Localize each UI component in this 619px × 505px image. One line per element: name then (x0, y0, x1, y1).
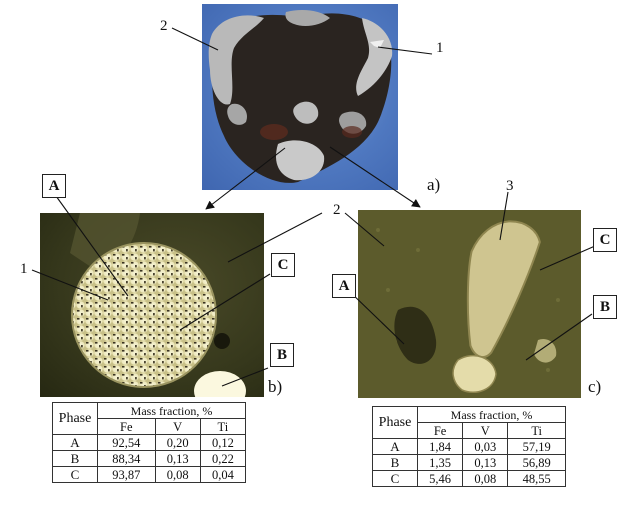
phase-label-A-b: A (42, 174, 66, 198)
table-c-col-v: V (462, 422, 509, 439)
callout-2-top: 2 (160, 18, 168, 34)
table-b-cell: 0,12 (199, 434, 247, 451)
table-c-cell: 1,35 (416, 454, 464, 471)
table-c-cell: 0,08 (462, 470, 509, 487)
phase-label-C-c: C (593, 228, 617, 252)
callout-2-middle: 2 (333, 202, 341, 218)
sample-overview-image (208, 10, 393, 183)
table-c-cell: 57,19 (507, 438, 566, 455)
leader-line-2-b (227, 212, 323, 263)
panel-label-a: a) (427, 175, 441, 194)
table-b-cell: 88,34 (97, 450, 156, 467)
table-row: C 93,87 0,08 0,04 (52, 466, 247, 483)
table-b-cell: 0,22 (199, 450, 247, 467)
leader-line-C-b (179, 273, 271, 331)
leader-line-A-c (347, 289, 405, 345)
panel-label-c: c) (588, 377, 602, 396)
micrograph-c-image (358, 210, 581, 398)
table-c-col-ti: Ti (507, 422, 566, 439)
table-b-cell: 0,04 (199, 466, 247, 483)
table-c-row-phase: A (372, 438, 418, 455)
table-c-cell: 0,03 (462, 438, 509, 455)
table-c-cell: 56,89 (507, 454, 566, 471)
phase-label-A-c: A (332, 274, 356, 298)
leader-line-3 (499, 191, 509, 241)
callout-1-left: 1 (20, 261, 28, 277)
arrow-to-c (329, 146, 421, 208)
table-b-cell: 0,13 (154, 450, 201, 467)
callout-3: 3 (506, 178, 514, 194)
panel-label-b: b) (268, 377, 283, 396)
phase-label-C-b: C (271, 253, 295, 277)
table-b-row-phase: C (52, 466, 98, 483)
table-b-cell: 0,08 (154, 466, 201, 483)
table-c-cell: 0,13 (462, 454, 509, 471)
sample-overview-photo (202, 4, 398, 190)
leader-line-2-c (344, 212, 385, 247)
leader-line-C-c (539, 245, 596, 271)
table-b-row-phase: B (52, 450, 98, 467)
phase-label-B-c: B (593, 295, 617, 319)
table-row: C 5,46 0,08 48,55 (372, 470, 566, 487)
table-c-cell: 5,46 (416, 470, 464, 487)
table-b-col-fe: Fe (97, 418, 156, 435)
table-b-col-v: V (154, 418, 201, 435)
leader-line-1-top (377, 46, 433, 55)
table-b-row-phase: A (52, 434, 98, 451)
table-c-cell: 48,55 (507, 470, 566, 487)
table-b-cell: 0,20 (154, 434, 201, 451)
table-c-row-phase: B (372, 454, 418, 471)
table-c-col-fe: Fe (416, 422, 464, 439)
table-b-col-ti: Ti (199, 418, 247, 435)
leader-line-B-c (525, 313, 593, 361)
table-c-cell: 1,84 (416, 438, 464, 455)
arrow-to-b (205, 147, 286, 210)
leader-line-2-top (171, 27, 219, 51)
table-row: A 1,84 0,03 57,19 (372, 438, 566, 455)
mass-fraction-table-c: Phase Mass fraction, % Fe V Ti A 1,84 0,… (372, 406, 566, 487)
table-b-cell: 93,87 (97, 466, 156, 483)
table-c-group-header: Mass fraction, % (417, 406, 566, 423)
table-b-group-header: Mass fraction, % (97, 402, 246, 419)
table-c-phase-header: Phase (372, 406, 418, 439)
table-b-phase-header: Phase (52, 402, 98, 435)
mass-fraction-table-b: Phase Mass fraction, % Fe V Ti A 92,54 0… (52, 402, 247, 483)
leader-line-B-b (221, 367, 269, 387)
leader-line-1-b (31, 269, 109, 301)
table-b-cell: 92,54 (97, 434, 156, 451)
table-c-row-phase: C (372, 470, 418, 487)
micrograph-b (40, 213, 264, 397)
phase-label-B-b: B (270, 343, 294, 367)
table-row: B 88,34 0,13 0,22 (52, 450, 247, 467)
table-row: B 1,35 0,13 56,89 (372, 454, 566, 471)
table-row: A 92,54 0,20 0,12 (52, 434, 247, 451)
micrograph-c (358, 210, 581, 398)
micrograph-b-image (70, 213, 246, 397)
leader-line-A-b (55, 195, 129, 297)
callout-1-top: 1 (436, 40, 444, 56)
